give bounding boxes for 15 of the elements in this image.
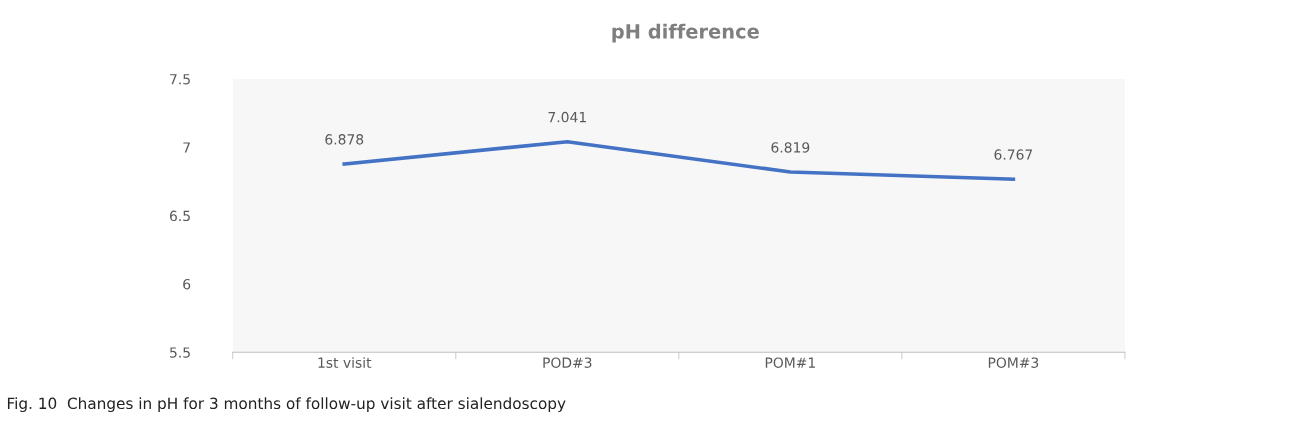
text: 5.5 [170, 347, 190, 358]
text: 7.5 [170, 74, 190, 85]
caption: Fig. 10 Changes in pH for 3 months of follow-up visit after sialendoscopy [7, 397, 566, 413]
data-label: 6.878 [325, 134, 364, 145]
data-label: 6.819 [771, 142, 810, 153]
x-tick-label: POD#3 [543, 357, 592, 368]
x-tick-label: POM#1 [765, 357, 815, 368]
text: 7 [183, 142, 190, 153]
text: 6.5 [169, 210, 190, 222]
chart-title: pH difference [612, 23, 759, 43]
x-tick-label: 1st visit [318, 357, 372, 368]
data-label: 7.041 [548, 111, 586, 123]
text: 6 [183, 278, 191, 290]
x-tick-label: POM#3 [988, 357, 1039, 368]
data-label: 6.767 [994, 149, 1033, 160]
